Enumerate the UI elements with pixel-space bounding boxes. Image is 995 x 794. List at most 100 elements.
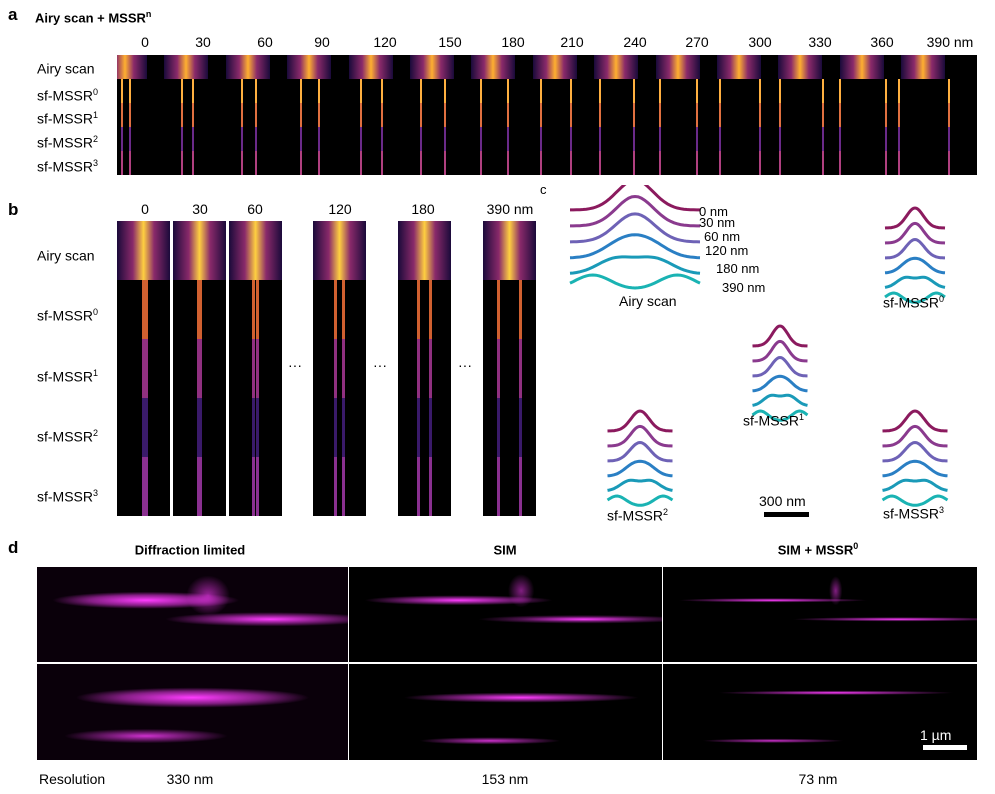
airy-scan-profiles — [569, 185, 701, 290]
row-a-2-sup: 1 — [93, 110, 99, 120]
line-a-9-2-1 — [696, 127, 698, 151]
line-a-13-2-0 — [898, 127, 901, 151]
b-line-2-3-1 — [256, 457, 259, 516]
line-a-10-2-1 — [759, 127, 761, 151]
group-label-1-text: sf-MSSR — [743, 412, 799, 429]
line-a-4-3-0 — [360, 151, 363, 175]
line-a-6-1-0 — [479, 103, 482, 127]
sf-mssr1-profiles — [751, 324, 809, 422]
line-a-4-3-1 — [381, 151, 383, 175]
b-line-1-1-1 — [199, 339, 202, 398]
b-line-5-0-1 — [519, 280, 522, 339]
line-a-0-3-1 — [129, 151, 131, 175]
tick-a-0: 0 — [141, 34, 149, 50]
line-a-12-3-1 — [885, 151, 887, 175]
line-a-9-1-1 — [696, 103, 698, 127]
tick-a-1: 30 — [195, 34, 211, 50]
airy-block-1 — [164, 55, 209, 79]
line-a-7-1-1 — [570, 103, 572, 127]
line-a-2-0-1 — [255, 79, 257, 103]
scale-bar-c — [764, 512, 809, 517]
line-a-13-3-0 — [898, 151, 901, 175]
micrograph-top-1 — [349, 567, 662, 662]
panel-a-title-sup: n — [145, 9, 152, 19]
line-a-10-0-0 — [719, 79, 721, 103]
ellipsis-3: ··· — [458, 357, 472, 373]
line-a-4-0-1 — [381, 79, 383, 103]
airy-block-12 — [839, 55, 884, 79]
row-a-3-text: sf-MSSR — [37, 134, 93, 151]
row-b-4: sf-MSSR3 — [37, 488, 98, 505]
panel-d-title-1: SIM — [405, 541, 605, 557]
airy-block-4 — [348, 55, 393, 79]
b-line-1-2-1 — [199, 398, 202, 457]
group-label-3-sup: 3 — [939, 505, 945, 515]
row-b-1-text: sf-MSSR — [37, 307, 93, 324]
b-line-5-1-1 — [519, 339, 522, 398]
strip-a — [117, 55, 977, 175]
line-a-0-3-0 — [121, 151, 123, 175]
line-a-8-3-1 — [633, 151, 635, 175]
line-a-13-2-1 — [948, 127, 950, 151]
b-line-4-0-1 — [429, 280, 432, 339]
group2-profile-0 — [607, 409, 673, 433]
airy-block-13 — [901, 55, 946, 79]
group-label-1: sf-MSSR1 — [743, 412, 804, 429]
tick-b-5: 390 nm — [486, 201, 534, 217]
b-panel-3 — [313, 221, 366, 516]
line-a-13-0-1 — [948, 79, 950, 103]
airy-profile-4 — [569, 255, 701, 275]
b-line-3-0-1 — [342, 280, 345, 339]
separation-0: 0 nm — [699, 204, 728, 219]
line-a-5-2-0 — [420, 127, 422, 151]
panel-d-title-text-2: SIM + MSSR — [777, 542, 854, 558]
line-a-7-0-0 — [539, 79, 542, 103]
group3-profile-3 — [882, 459, 948, 478]
airy-block-7 — [532, 55, 577, 79]
group3-profile-5 — [881, 494, 949, 507]
line-a-10-1-0 — [719, 103, 721, 127]
line-a-1-1-0 — [180, 103, 183, 127]
group1-profile-4 — [752, 393, 808, 407]
b-line-0-2-1 — [142, 398, 148, 457]
b-line-0-3-1 — [142, 457, 148, 516]
group-label-3: sf-MSSR3 — [883, 505, 944, 522]
line-a-4-0-0 — [360, 79, 363, 103]
line-a-11-0-0 — [778, 79, 781, 103]
b-airy-0 — [117, 221, 170, 280]
scale-bar-d — [923, 745, 967, 750]
tick-a-11: 330 — [808, 34, 832, 50]
group2-profile-4 — [607, 478, 673, 492]
b-line-0-1-1 — [142, 339, 148, 398]
tick-a-9: 270 — [685, 34, 709, 50]
b-line-4-2-0 — [417, 398, 420, 457]
tick-a-4: 120 — [373, 34, 397, 50]
b-panel-2 — [229, 221, 282, 516]
micrograph-bottom-0 — [37, 664, 348, 760]
group1-profile-5 — [751, 409, 809, 422]
line-a-7-0-1 — [570, 79, 572, 103]
b-line-1-0-1 — [199, 280, 202, 339]
row-b-3-sup: 2 — [93, 428, 99, 438]
resolution-label: Resolution — [39, 771, 106, 787]
line-a-2-3-1 — [255, 151, 257, 175]
b-line-4-3-0 — [417, 457, 420, 516]
row-b-1: sf-MSSR0 — [37, 307, 98, 324]
line-a-11-1-1 — [822, 103, 824, 127]
b-airy-4 — [398, 221, 451, 280]
line-a-2-0-0 — [240, 79, 243, 103]
line-a-2-1-0 — [240, 103, 243, 127]
b-line-1-2-0 — [197, 398, 200, 457]
line-a-4-2-0 — [360, 127, 363, 151]
group0-profile-5 — [884, 291, 946, 304]
line-a-11-3-1 — [822, 151, 824, 175]
group-label-0-sup: 0 — [939, 294, 945, 304]
group-label-0: sf-MSSR0 — [883, 294, 944, 311]
tick-b-2: 60 — [247, 201, 263, 217]
b-line-1-0-0 — [197, 280, 200, 339]
tick-a-8: 240 — [623, 34, 647, 50]
row-b-3: sf-MSSR2 — [37, 428, 98, 445]
line-a-11-1-0 — [778, 103, 781, 127]
row-b-4-sup: 3 — [93, 488, 99, 498]
airy-block-5 — [410, 55, 454, 79]
